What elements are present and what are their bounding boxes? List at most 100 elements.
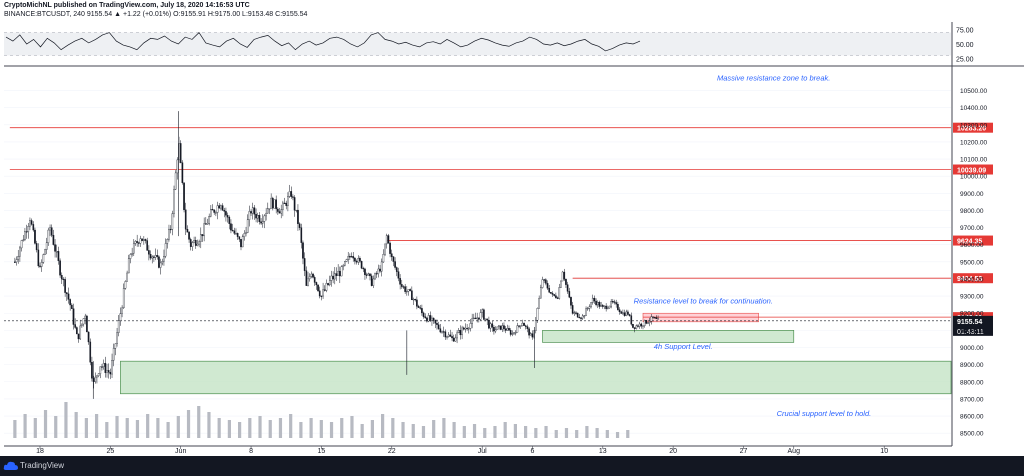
candle-body	[509, 330, 512, 335]
candle-body	[295, 209, 298, 212]
candle-body	[159, 262, 162, 268]
candle-body	[52, 235, 55, 245]
candle-body	[260, 221, 262, 224]
candle-body	[437, 324, 440, 329]
candle-body	[57, 251, 60, 261]
price-tag-bg	[953, 122, 993, 133]
candle-body	[117, 320, 120, 333]
volume-bar	[350, 416, 354, 438]
candle-body	[206, 223, 209, 225]
volume-bar	[94, 414, 99, 438]
candle-body	[136, 241, 138, 243]
price-tick-label: 9800.00	[960, 208, 984, 215]
price-tick-label: 10100.00	[960, 157, 987, 164]
candle-body	[365, 274, 368, 276]
candle-body	[302, 242, 304, 259]
volume-bar	[483, 428, 487, 438]
candle-body	[213, 209, 216, 213]
volume-bar	[340, 418, 344, 438]
candle-body	[444, 331, 447, 338]
candle-body	[491, 323, 494, 328]
candle-body	[330, 275, 333, 281]
candle-body	[454, 337, 457, 342]
candle-body	[45, 242, 48, 250]
volume-bar	[411, 424, 415, 438]
chart-annotation: 4h Support Level.	[654, 342, 713, 351]
candle-body	[230, 223, 232, 231]
candle-body	[248, 211, 251, 220]
candle-body	[367, 273, 370, 276]
candle-body	[416, 299, 418, 307]
volume-bar	[421, 426, 426, 438]
candle-body	[40, 262, 43, 267]
candle-body	[595, 300, 597, 306]
candle-body	[404, 286, 406, 292]
candle-body	[138, 242, 140, 244]
volume-bar	[503, 422, 507, 438]
candle-body	[476, 317, 478, 320]
price-tick-label: 9500.00	[960, 259, 984, 266]
symbol-info-line: BINANCE:BTCUSDT, 240 9155.54 ▲ +1.22 (+0…	[4, 11, 308, 18]
candle-body	[340, 266, 343, 277]
candle-body	[494, 329, 497, 332]
candle-body	[81, 323, 83, 327]
candle-body	[37, 249, 40, 267]
volume-bar	[391, 418, 395, 438]
candle-body	[442, 331, 445, 333]
candle-body	[104, 363, 107, 373]
candle-body	[164, 243, 167, 257]
candle-body	[462, 327, 465, 330]
candle-body	[275, 199, 277, 210]
candle-body	[60, 275, 63, 280]
candle-body	[466, 327, 468, 330]
volume-bar	[329, 422, 334, 438]
candle-body	[246, 219, 249, 233]
candle-body	[124, 281, 127, 289]
candle-body	[422, 312, 425, 317]
volume-bar	[237, 422, 242, 438]
candle-body	[369, 273, 371, 277]
candle-body	[156, 255, 159, 257]
candle-body	[603, 305, 606, 307]
candle-body	[514, 332, 517, 334]
time-tick-label: 22	[388, 448, 396, 455]
candle-body	[228, 217, 231, 224]
volume-bar	[156, 418, 160, 438]
candle-body	[298, 223, 301, 228]
volume-bar	[462, 426, 466, 438]
volume-bar	[432, 420, 436, 438]
candle-body	[310, 273, 313, 277]
candle-body	[290, 191, 293, 197]
price-chart[interactable]: Massive resistance zone to break. Resista…	[0, 0, 1024, 456]
candle-body	[556, 297, 559, 299]
candle-body	[134, 241, 137, 244]
candle-body	[424, 316, 427, 319]
candle-body	[24, 231, 26, 241]
price-tick-label: 9000.00	[960, 345, 984, 352]
candle-body	[141, 238, 143, 241]
candle-body	[49, 227, 51, 231]
candle-body	[238, 236, 241, 240]
volume-bar	[135, 420, 140, 438]
candle-body	[148, 250, 150, 255]
candle-body	[65, 292, 68, 295]
candle-body	[555, 295, 557, 298]
candle-body	[220, 205, 222, 209]
volume-bar	[534, 428, 538, 438]
candle-body	[613, 301, 616, 303]
candle-body	[474, 317, 477, 320]
price-tick-label: 10200.00	[960, 139, 987, 146]
candle-body	[307, 278, 309, 286]
time-tick-label: 27	[740, 448, 748, 455]
current-price-tag-bg	[953, 315, 993, 336]
volume-bar	[381, 414, 385, 438]
candle-body	[50, 227, 53, 236]
candle-body	[370, 275, 373, 286]
candle-body	[488, 320, 490, 329]
candle-body	[34, 229, 36, 244]
candle-body	[513, 332, 515, 334]
price-tag-label: 9404.53	[957, 276, 982, 283]
candle-body	[211, 209, 214, 211]
candle-body	[236, 233, 239, 237]
candle-body	[605, 305, 607, 310]
